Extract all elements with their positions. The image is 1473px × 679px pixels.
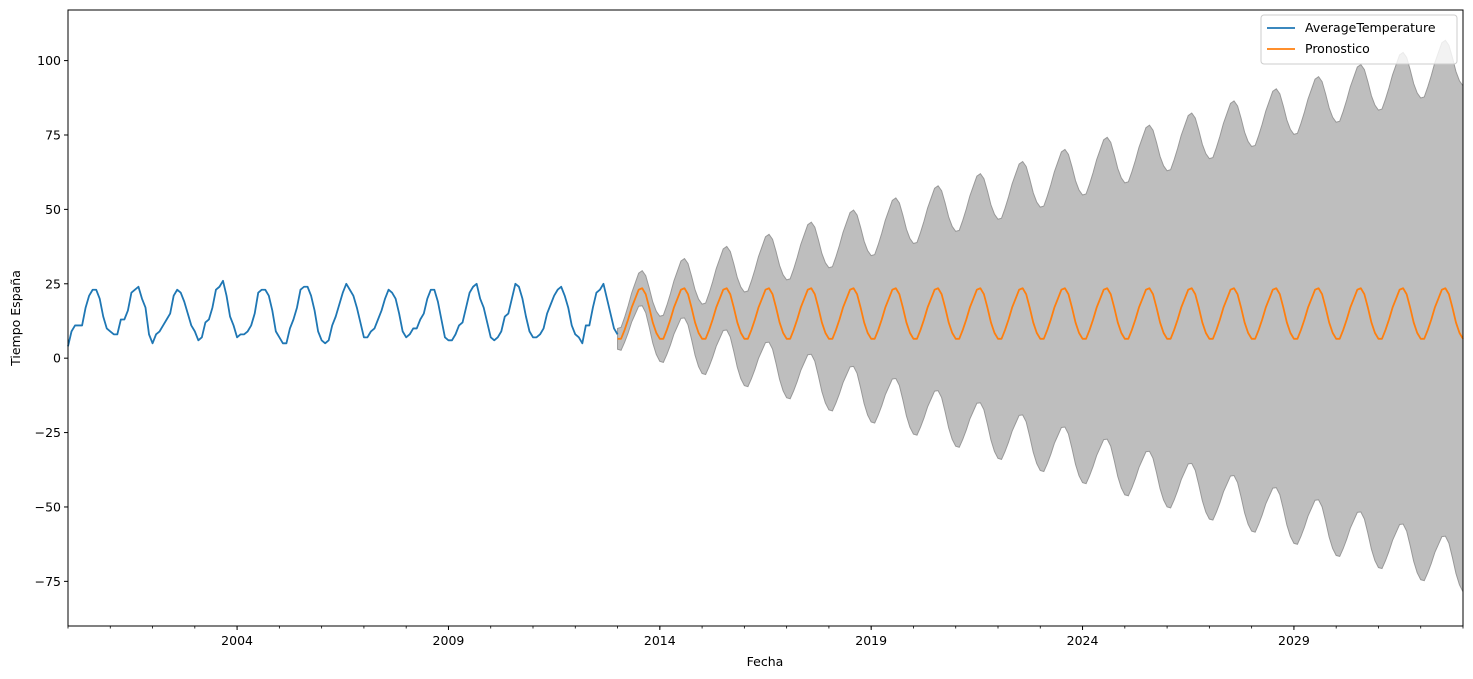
legend: AverageTemperature Pronostico bbox=[1260, 14, 1458, 65]
x-tick-label: 2019 bbox=[855, 633, 887, 648]
y-tick-label: 50 bbox=[45, 202, 61, 217]
y-tick-label: −25 bbox=[35, 425, 61, 440]
legend-label-observed: AverageTemperature bbox=[1305, 20, 1436, 35]
series-line-averagetemperature bbox=[67, 279, 619, 347]
x-tick-label: 2009 bbox=[433, 633, 465, 648]
legend-box bbox=[1260, 14, 1458, 65]
legend-label-forecast: Pronostico bbox=[1305, 41, 1370, 56]
y-tick-label: 25 bbox=[45, 276, 61, 291]
y-tick-label: −50 bbox=[35, 499, 61, 514]
x-tick-label: 2024 bbox=[1067, 633, 1099, 648]
y-tick-label: 0 bbox=[53, 351, 61, 366]
x-tick-label: 2014 bbox=[644, 633, 676, 648]
y-tick-label: −75 bbox=[35, 574, 61, 589]
y-tick-label: 100 bbox=[37, 53, 61, 68]
y-axis-label: Tiempo España bbox=[8, 270, 23, 367]
x-axis-label: Fecha bbox=[747, 654, 784, 669]
x-tick-label: 2004 bbox=[221, 633, 253, 648]
series-lines bbox=[67, 279, 1464, 347]
x-tick-label: 2029 bbox=[1278, 633, 1310, 648]
y-axis: 100 75 50 25 0 −25 −50 −75 bbox=[35, 53, 68, 589]
x-axis: 2004 2009 2014 2019 2024 2029 bbox=[67, 626, 1464, 648]
plot-frame bbox=[67, 9, 1464, 627]
y-tick-label: 75 bbox=[45, 127, 61, 142]
series-line-pronostico bbox=[617, 287, 1464, 340]
